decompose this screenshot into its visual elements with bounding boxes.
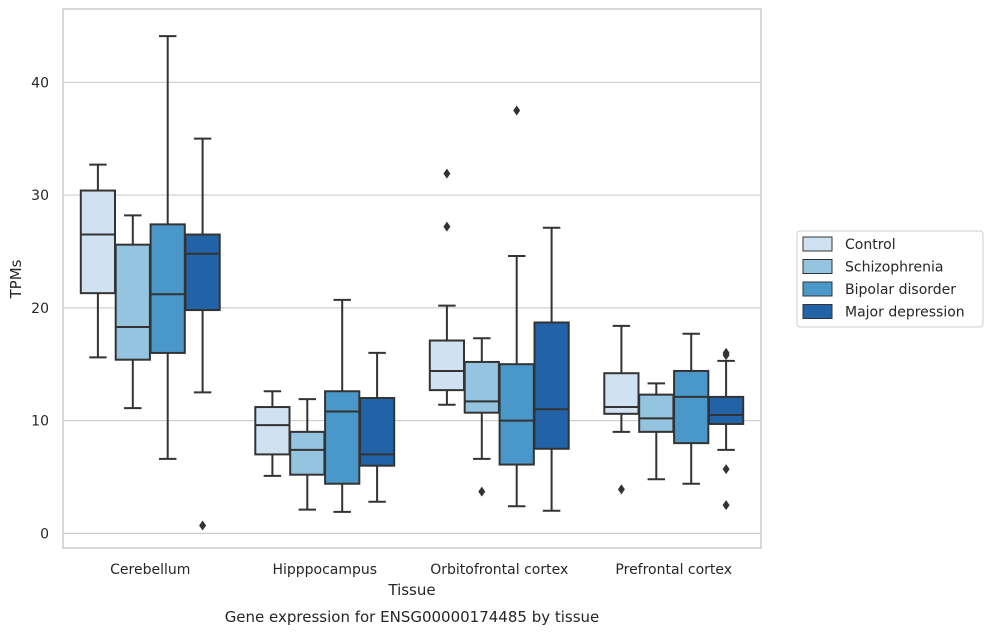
box-iqr bbox=[638, 393, 675, 433]
outlier-point bbox=[617, 484, 625, 495]
box-orbitofrontal-cortex-control bbox=[428, 168, 466, 406]
legend-label: Bipolar disorder bbox=[845, 282, 956, 298]
outlier-point bbox=[443, 168, 451, 179]
box-iqr bbox=[114, 243, 151, 361]
box-groups bbox=[79, 35, 745, 531]
outlier-point bbox=[722, 347, 730, 358]
y-tick-label: 0 bbox=[40, 526, 49, 542]
box-iqr bbox=[149, 223, 186, 354]
legend-label: Control bbox=[845, 237, 896, 253]
outlier-point bbox=[513, 105, 521, 116]
box-orbitofrontal-cortex-schizophrenia bbox=[463, 337, 500, 497]
box-hipppocampus-bipolar-disorder bbox=[324, 298, 361, 513]
box-cerebellum-schizophrenia bbox=[114, 214, 151, 410]
box-orbitofrontal-cortex-major-depression bbox=[533, 226, 570, 512]
box-hipppocampus-control bbox=[254, 390, 291, 477]
outlier-point bbox=[199, 520, 207, 531]
legend-item-control: Control bbox=[802, 236, 896, 253]
series-control bbox=[79, 163, 640, 495]
box-prefrontal-cortex-control bbox=[603, 324, 640, 495]
plot-frame bbox=[62, 8, 762, 549]
y-axis-label: TPMs bbox=[7, 259, 25, 299]
x-tick-label-orbitofrontal-cortex: Orbitofrontal cortex bbox=[430, 562, 568, 578]
box-cerebellum-control bbox=[79, 163, 117, 359]
y-tick-label: 30 bbox=[31, 188, 49, 204]
legend-item-bipolar-disorder: Bipolar disorder bbox=[802, 281, 956, 298]
box-hipppocampus-schizophrenia bbox=[289, 398, 326, 511]
x-axis-label: Tissue bbox=[387, 581, 435, 599]
box-iqr bbox=[79, 189, 117, 295]
box-cerebellum-bipolar-disorder bbox=[149, 35, 186, 460]
outlier-point bbox=[478, 486, 486, 497]
legend-swatch bbox=[802, 281, 833, 297]
box-iqr bbox=[289, 430, 326, 476]
box-iqr bbox=[428, 339, 466, 392]
legend-label: Major depression bbox=[845, 305, 965, 321]
legend: Control Schizophrenia Bipolar disorder Majo… bbox=[796, 230, 984, 328]
box-iqr bbox=[673, 369, 710, 445]
box-iqr bbox=[463, 360, 500, 414]
x-tick-label-cerebellum: Cerebellum bbox=[110, 562, 190, 578]
box-iqr bbox=[324, 390, 361, 485]
y-tick-labels: 0 10 20 30 40 bbox=[31, 75, 49, 542]
box-cerebellum-major-depression bbox=[184, 137, 221, 531]
x-tick-labels: Cerebellum Hipppocampus Orbitofrontal cort… bbox=[110, 562, 732, 578]
box-prefrontal-cortex-schizophrenia bbox=[638, 382, 675, 481]
y-tick-label: 10 bbox=[31, 414, 49, 430]
legend-label: Schizophrenia bbox=[845, 260, 943, 276]
series-schizophrenia bbox=[114, 214, 675, 511]
series-bipolar-disorder bbox=[149, 35, 710, 513]
legend-item-schizophrenia: Schizophrenia bbox=[802, 259, 943, 276]
box-prefrontal-cortex-bipolar-disorder bbox=[673, 332, 710, 485]
legend-frame bbox=[796, 230, 984, 328]
box-iqr bbox=[498, 363, 535, 466]
box-iqr bbox=[533, 321, 570, 450]
box-iqr bbox=[254, 406, 291, 456]
box-orbitofrontal-cortex-bipolar-disorder bbox=[498, 105, 535, 508]
x-tick-label-prefrontal-cortex: Prefrontal cortex bbox=[615, 562, 732, 578]
legend-swatch bbox=[802, 259, 833, 274]
legend-swatch bbox=[802, 304, 833, 319]
series-major-depression bbox=[184, 137, 745, 531]
y-tick-label: 40 bbox=[31, 75, 49, 91]
legend-swatch bbox=[802, 236, 833, 252]
box-hipppocampus-major-depression bbox=[358, 351, 396, 503]
box-iqr bbox=[184, 233, 221, 312]
box-iqr bbox=[358, 397, 396, 467]
y-tick-label: 20 bbox=[31, 301, 49, 317]
box-iqr bbox=[707, 395, 745, 425]
chart-caption: Gene expression for ENSG00000174485 by t… bbox=[225, 608, 600, 626]
box-prefrontal-cortex-major-depression bbox=[707, 347, 745, 511]
outlier-point bbox=[722, 500, 730, 511]
legend-item-major-depression: Major depression bbox=[802, 304, 965, 321]
outlier-point bbox=[722, 464, 730, 475]
x-tick-label-hipppocampus: Hipppocampus bbox=[272, 562, 377, 578]
outlier-point bbox=[443, 221, 451, 232]
